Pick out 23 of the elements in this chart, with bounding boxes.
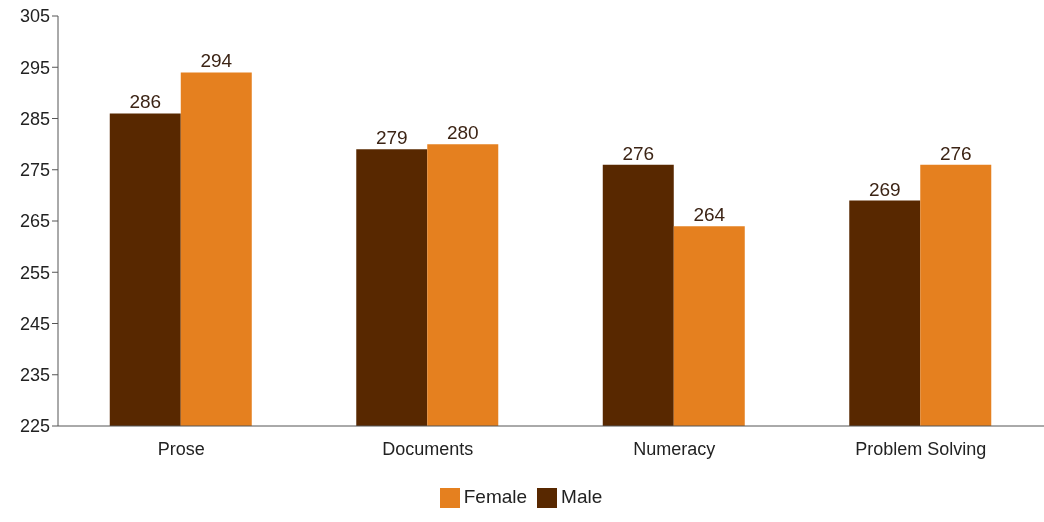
data-label: 280: [446, 122, 479, 144]
data-label: 286: [129, 91, 162, 113]
y-tick-label: 245: [19, 313, 50, 334]
y-tick-label: 285: [19, 108, 50, 129]
data-label: 264: [693, 204, 726, 226]
x-tick-label: Numeracy: [633, 438, 716, 459]
x-tick-label: Prose: [157, 438, 205, 459]
legend-label: Male: [561, 486, 603, 507]
data-label: 276: [939, 142, 972, 164]
data-label: 294: [200, 50, 233, 72]
y-tick-label: 235: [19, 365, 50, 386]
y-tick-label: 225: [19, 416, 50, 437]
x-tick-label: Problem Solving: [855, 438, 987, 459]
data-label: 276: [622, 142, 655, 164]
data-label: 279: [375, 127, 408, 149]
legend-label: Female: [463, 486, 528, 507]
y-tick-label: 255: [19, 262, 50, 283]
y-tick-label: 295: [19, 57, 50, 78]
y-tick-label: 265: [19, 211, 50, 232]
y-tick-label: 305: [19, 6, 50, 27]
x-tick-label: Documents: [382, 438, 474, 459]
data-label: 269: [868, 178, 901, 200]
y-tick-label: 275: [19, 160, 50, 181]
